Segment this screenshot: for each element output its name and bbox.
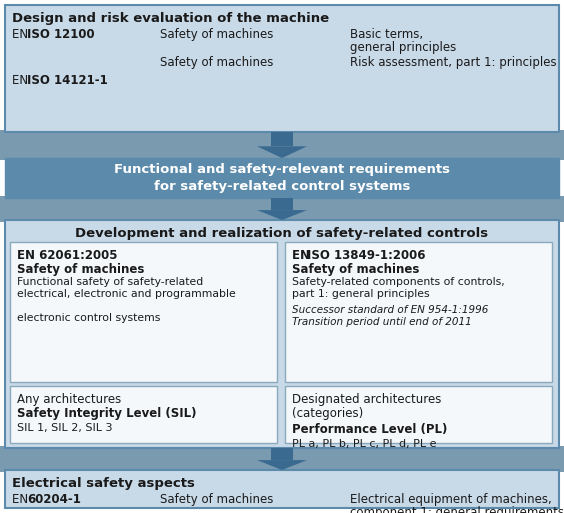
Bar: [10, 386, 277, 443]
Text: SIL 1, SIL 2, SIL 3: SIL 1, SIL 2, SIL 3: [17, 423, 112, 433]
Bar: [271, 132, 293, 146]
Text: PL a, PL b, PL c, PL d, PL e: PL a, PL b, PL c, PL d, PL e: [292, 439, 437, 449]
Text: general principles: general principles: [350, 41, 456, 54]
Polygon shape: [257, 460, 307, 470]
Text: Safety Integrity Level (SIL): Safety Integrity Level (SIL): [17, 407, 196, 420]
Text: Electrical equipment of machines,: Electrical equipment of machines,: [350, 493, 552, 506]
Text: EN: EN: [12, 28, 32, 41]
Text: component 1: general requirements: component 1: general requirements: [350, 506, 564, 513]
Text: Safety of machines: Safety of machines: [160, 56, 274, 69]
Text: Development and realization of safety-related controls: Development and realization of safety-re…: [76, 227, 488, 240]
Bar: [5, 470, 559, 508]
Text: Safety-related components of controls,: Safety-related components of controls,: [292, 277, 505, 287]
Text: Design and risk evaluation of the machine: Design and risk evaluation of the machin…: [12, 12, 329, 25]
Text: EN: EN: [292, 249, 314, 262]
Text: Basic terms,: Basic terms,: [350, 28, 423, 41]
Bar: [271, 198, 293, 210]
Text: ISO 12100: ISO 12100: [27, 28, 95, 41]
Bar: [5, 5, 559, 132]
Polygon shape: [257, 146, 307, 158]
Text: (categories): (categories): [292, 407, 363, 420]
Text: Safety of machines: Safety of machines: [292, 263, 420, 276]
Bar: [5, 158, 559, 198]
Text: Transition period until end of 2011: Transition period until end of 2011: [292, 317, 472, 327]
Text: Safety of machines: Safety of machines: [17, 263, 144, 276]
Bar: [0, 196, 564, 222]
Text: Electrical safety aspects: Electrical safety aspects: [12, 477, 195, 490]
Bar: [5, 220, 559, 448]
Bar: [10, 242, 277, 382]
Text: electrical, electronic and programmable: electrical, electronic and programmable: [17, 289, 236, 299]
Text: EN: EN: [12, 74, 32, 87]
Text: electronic control systems: electronic control systems: [17, 313, 160, 323]
Text: 60204-1: 60204-1: [27, 493, 81, 506]
Text: Safety of machines: Safety of machines: [160, 28, 274, 41]
Text: Functional safety of safety-related: Functional safety of safety-related: [17, 277, 203, 287]
Bar: [271, 448, 293, 460]
Text: EN: EN: [12, 493, 32, 506]
Text: Safety of machines: Safety of machines: [160, 493, 274, 506]
Bar: [285, 242, 552, 382]
Text: Successor standard of EN 954-1:1996: Successor standard of EN 954-1:1996: [292, 305, 488, 315]
Text: Risk assessment, part 1: principles: Risk assessment, part 1: principles: [350, 56, 557, 69]
Text: ISO 14121-1: ISO 14121-1: [27, 74, 108, 87]
Text: EN 62061:2005: EN 62061:2005: [17, 249, 117, 262]
Text: Any architectures: Any architectures: [17, 393, 121, 406]
Text: ISO 13849-1:2006: ISO 13849-1:2006: [307, 249, 425, 262]
Text: Functional and safety-relevant requirements
for safety-related control systems: Functional and safety-relevant requireme…: [114, 163, 450, 193]
Polygon shape: [257, 210, 307, 220]
Text: Performance Level (PL): Performance Level (PL): [292, 423, 447, 436]
Bar: [285, 386, 552, 443]
Bar: [0, 446, 564, 472]
Text: part 1: general principles: part 1: general principles: [292, 289, 430, 299]
Text: Designated architectures: Designated architectures: [292, 393, 442, 406]
Bar: [0, 130, 564, 160]
